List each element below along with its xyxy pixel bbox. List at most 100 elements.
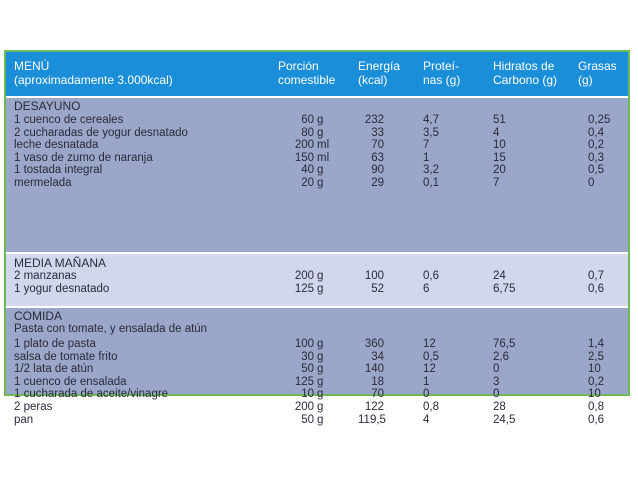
table-row: pan 50 g 119,5 4 24,5 0,6: [6, 414, 628, 427]
energy-value: 52: [371, 283, 384, 295]
header-menu: MENÚ (aproximadamente 3.000kcal): [14, 59, 173, 87]
fat-value: 0,25: [588, 114, 611, 126]
portion-quantity: 20: [301, 177, 314, 189]
portion-quantity: 125: [294, 283, 314, 295]
energy-value: 70: [371, 139, 384, 152]
carbs-value: 6,75: [493, 283, 516, 295]
table-row: 1/2 lata de atún 50 g 140 12 0 10: [6, 363, 628, 376]
table-row: 2 manzanas 200 g 100 0,6 24 0,7: [6, 270, 628, 283]
table-row: salsa de tomate frito 30 g 34 0,5 2,6 2,5: [6, 351, 628, 364]
fat-value: 2,5: [588, 350, 604, 363]
portion-quantity: 150: [294, 151, 314, 164]
carbs-value: 2,6: [493, 350, 509, 363]
portion-unit: g: [317, 283, 324, 295]
food-item: 1 cuenco de ensalada: [14, 375, 127, 388]
carbs-value: 3: [493, 375, 500, 388]
portion-unit: g: [317, 270, 324, 282]
portion-quantity: 30: [301, 350, 314, 363]
portion-unit: g: [317, 375, 324, 388]
portion-unit: g: [317, 164, 324, 177]
fat-value: 0,7: [588, 270, 604, 282]
fat-value: 0,8: [588, 401, 604, 413]
header-proteinas: Proteí- nas (g): [423, 59, 461, 87]
header-hidratos: Hidratos de Carbono (g): [493, 59, 558, 87]
food-item: 1 yogur desnatado: [14, 283, 110, 295]
food-item: 2 manzanas: [14, 270, 77, 282]
protein-value: 0,5: [423, 350, 439, 363]
protein-value: 0,8: [423, 401, 439, 413]
table-row: 1 cucharada de aceite/vinagre 10 g 70 0 0 10: [6, 388, 628, 401]
protein-value: 12: [423, 363, 436, 376]
food-item: 1/2 lata de atún: [14, 363, 94, 376]
protein-value: 7: [423, 139, 430, 152]
section-comida: COMIDA Pasta con tomate, y ensalada de at…: [6, 308, 628, 426]
carbs-value: 0: [493, 388, 500, 401]
header-grasas: Grasas (g): [578, 59, 617, 87]
portion-unit: g: [317, 126, 324, 139]
energy-value: 33: [371, 126, 384, 139]
energy-value: 29: [371, 177, 384, 189]
protein-value: 4: [423, 413, 430, 426]
table-row: 1 vaso de zumo de naranja 150 ml 63 1 15 0,3: [6, 152, 628, 165]
carbs-value: 24: [493, 270, 506, 282]
energy-value: 18: [371, 375, 384, 388]
table-row: 2 cucharadas de yogur desnatado 80 g 33 3,5 4…: [6, 127, 628, 140]
fat-value: 0,6: [588, 283, 604, 295]
header-porcion: Porción comestible: [278, 59, 336, 87]
energy-value: 122: [364, 401, 384, 413]
portion-unit: g: [317, 413, 324, 426]
table-row: 1 plato de pasta 100 g 360 12 76,5 1,4: [6, 338, 628, 351]
carbs-value: 51: [493, 114, 506, 126]
portion-unit: g: [317, 388, 324, 401]
table-row: 1 cuenco de ensalada 125 g 18 1 3 0,2: [6, 376, 628, 389]
protein-value: 0,1: [423, 177, 439, 189]
food-item: leche desnatada: [14, 139, 99, 152]
portion-unit: g: [317, 350, 324, 363]
food-item: mermelada: [14, 177, 72, 189]
fat-value: 0,3: [588, 151, 604, 164]
portion-quantity: 80: [301, 126, 314, 139]
table-row: 1 yogur desnatado 125 g 52 6 6,75 0,6: [6, 283, 628, 296]
portion-quantity: 40: [301, 164, 314, 177]
portion-unit: g: [317, 177, 324, 189]
energy-value: 70: [371, 388, 384, 401]
energy-value: 140: [364, 363, 384, 376]
energy-value: 34: [371, 350, 384, 363]
section-subtitle: Pasta con tomate, y ensalada de atún: [14, 323, 208, 335]
carbs-value: 4: [493, 126, 500, 139]
table-row: mermelada 20 g 29 0,1 7 0: [6, 177, 628, 190]
portion-quantity: 200: [294, 270, 314, 282]
energy-value: 360: [364, 338, 384, 350]
food-item: 1 tostada integral: [14, 164, 103, 177]
fat-value: 0,4: [588, 126, 604, 139]
portion-quantity: 10: [301, 388, 314, 401]
portion-quantity: 60: [301, 114, 314, 126]
fat-value: 0,2: [588, 139, 604, 152]
protein-value: 3,5: [423, 126, 439, 139]
protein-value: 1: [423, 151, 430, 164]
carbs-value: 24,5: [493, 413, 516, 426]
portion-unit: g: [317, 114, 324, 126]
carbs-value: 76,5: [493, 338, 516, 350]
protein-value: 4,7: [423, 114, 439, 126]
section-desayuno: DESAYUNO 1 cuenco de cereales 60 g 232 4,7 51 0…: [6, 98, 628, 252]
fat-value: 0,5: [588, 164, 604, 177]
carbs-value: 10: [493, 139, 506, 152]
portion-unit: ml: [317, 139, 330, 152]
carbs-value: 20: [493, 164, 506, 177]
carbs-value: 15: [493, 151, 506, 164]
table-row: 1 cuenco de cereales 60 g 232 4,7 51 0,25: [6, 114, 628, 127]
protein-value: 0: [423, 388, 430, 401]
portion-quantity: 100: [294, 338, 314, 350]
food-item: pan: [14, 413, 34, 426]
food-item: salsa de tomate frito: [14, 350, 118, 363]
protein-value: 12: [423, 338, 436, 350]
fat-value: 10: [588, 363, 601, 376]
table-row: 1 tostada integral 40 g 90 3,2 20 0,5: [6, 164, 628, 177]
carbs-value: 28: [493, 401, 506, 413]
portion-quantity: 50: [301, 363, 314, 376]
food-item: 1 plato de pasta: [14, 338, 96, 350]
food-item: 1 vaso de zumo de naranja: [14, 151, 153, 164]
fat-value: 0,6: [588, 413, 604, 426]
carbs-value: 7: [493, 177, 500, 189]
